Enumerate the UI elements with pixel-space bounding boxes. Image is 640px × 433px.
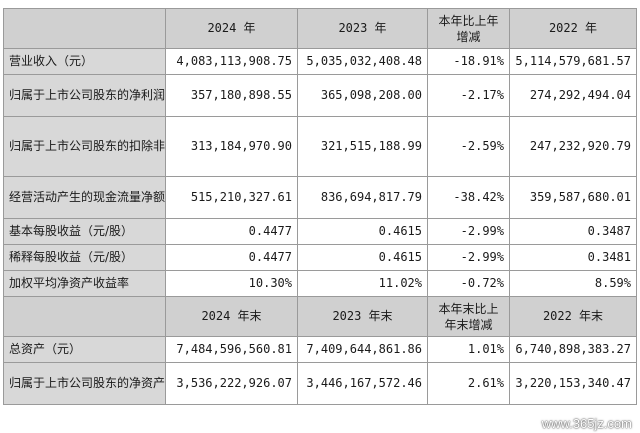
col-header-change-end: 本年末比上年末增减 [427,296,510,337]
row-label: 归属于上市公司股东的净资产（元） [3,362,166,405]
value-2024: 7,484,596,560.81 [165,336,298,363]
value-2024: 10.30% [165,270,298,297]
table-row: 基本每股收益（元/股） 0.4477 0.4615 -2.99% 0.3487 [3,218,637,245]
value-2024: 515,210,327.61 [165,176,298,219]
value-2024: 357,180,898.55 [165,74,298,117]
row-label: 基本每股收益（元/股） [3,218,166,245]
value-change: -2.99% [427,218,510,245]
value-2022: 247,232,920.79 [509,116,637,177]
col-header-2024: 2024 年 [165,8,298,49]
value-2023: 7,409,644,861.86 [297,336,428,363]
table-row: 总资产（元） 7,484,596,560.81 7,409,644,861.86… [3,336,637,363]
value-2024: 313,184,970.90 [165,116,298,177]
col-header-2024-end: 2024 年末 [165,296,298,337]
table-header-row: 2024 年 2023 年 本年比上年增减 2022 年 [3,8,637,49]
col-header-2022: 2022 年 [509,8,637,49]
header-blank-cell [3,8,166,49]
value-2022: 5,114,579,681.57 [509,48,637,75]
value-2023: 5,035,032,408.48 [297,48,428,75]
row-label: 营业收入（元） [3,48,166,75]
row-label: 归属于上市公司股东的净利润（元） [3,74,166,117]
col-header-2023-end: 2023 年末 [297,296,428,337]
value-change: 2.61% [427,362,510,405]
value-change: -38.42% [427,176,510,219]
table-row: 归属于上市公司股东的扣除非经常性损益的净利润（元） 313,184,970.90… [3,116,637,177]
table-row: 加权平均净资产收益率 10.30% 11.02% -0.72% 8.59% [3,270,637,297]
financial-summary-table: 2024 年 2023 年 本年比上年增减 2022 年 营业收入（元） 4,0… [3,8,637,405]
col-header-change: 本年比上年增减 [427,8,510,49]
value-change: -0.72% [427,270,510,297]
table-row: 营业收入（元） 4,083,113,908.75 5,035,032,408.4… [3,48,637,75]
value-2022: 6,740,898,383.27 [509,336,637,363]
value-2023: 836,694,817.79 [297,176,428,219]
value-2023: 3,446,167,572.46 [297,362,428,405]
row-label: 归属于上市公司股东的扣除非经常性损益的净利润（元） [3,116,166,177]
row-label: 稀释每股收益（元/股） [3,244,166,271]
value-2023: 365,098,208.00 [297,74,428,117]
value-2024: 4,083,113,908.75 [165,48,298,75]
table-row: 归属于上市公司股东的净利润（元） 357,180,898.55 365,098,… [3,74,637,117]
value-2023: 0.4615 [297,244,428,271]
value-2023: 321,515,188.99 [297,116,428,177]
row-label: 总资产（元） [3,336,166,363]
value-2022: 8.59% [509,270,637,297]
row-label: 经营活动产生的现金流量净额（元） [3,176,166,219]
col-header-2022-end: 2022 年末 [509,296,637,337]
col-header-2023: 2023 年 [297,8,428,49]
value-change: -2.59% [427,116,510,177]
value-2022: 359,587,680.01 [509,176,637,219]
value-change: -2.17% [427,74,510,117]
value-2023: 11.02% [297,270,428,297]
table-row: 归属于上市公司股东的净资产（元） 3,536,222,926.07 3,446,… [3,362,637,405]
table-header-row-year-end: 2024 年末 2023 年末 本年末比上年末增减 2022 年末 [3,296,637,337]
table-row: 稀释每股收益（元/股） 0.4477 0.4615 -2.99% 0.3481 [3,244,637,271]
value-2024: 0.4477 [165,244,298,271]
row-label: 加权平均净资产收益率 [3,270,166,297]
value-change: -2.99% [427,244,510,271]
value-2024: 0.4477 [165,218,298,245]
watermark: www.365jz.com [541,416,632,431]
value-2022: 3,220,153,340.47 [509,362,637,405]
value-2023: 0.4615 [297,218,428,245]
value-2024: 3,536,222,926.07 [165,362,298,405]
value-change: -18.91% [427,48,510,75]
value-2022: 0.3487 [509,218,637,245]
value-2022: 0.3481 [509,244,637,271]
value-change: 1.01% [427,336,510,363]
value-2022: 274,292,494.04 [509,74,637,117]
header-blank-cell [3,296,166,337]
table-row: 经营活动产生的现金流量净额（元） 515,210,327.61 836,694,… [3,176,637,219]
